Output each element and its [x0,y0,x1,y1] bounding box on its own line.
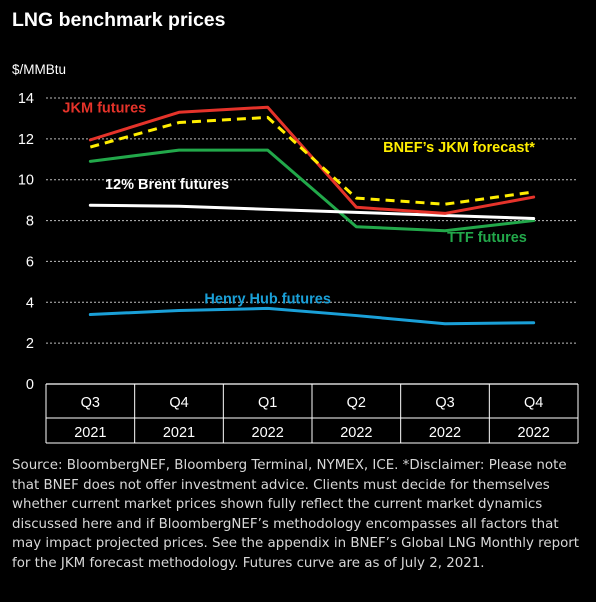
series-label-bnef-s-jkm-forecast: BNEF’s JKM forecast* [383,140,535,156]
y-tick-label: 8 [26,214,34,230]
y-tick-label: 2 [26,336,34,352]
x-tick-label-quarter: Q3 [435,395,454,411]
series-label-ttf-futures: TTF futures [447,230,527,246]
y-tick-label: 12 [18,132,34,148]
chart-title: LNG benchmark prices [12,9,226,31]
series-line-bnef-s-jkm-forecast [89,115,534,206]
y-tick-label: 10 [18,173,34,189]
series-label-henry-hub-futures: Henry Hub futures [204,291,331,307]
y-tick-label: 14 [18,91,34,107]
x-tick-label-year: 2022 [340,425,372,441]
x-tick-label-year: 2022 [429,425,461,441]
x-tick-label-quarter: Q4 [169,395,188,411]
series-label-jkm-futures: JKM futures [62,100,146,116]
x-tick-label-year: 2022 [518,425,550,441]
series-line-jkm-futures [88,105,536,215]
series-line-henry-hub-futures [88,306,536,326]
series-line-ttf-futures [88,148,536,233]
x-tick-label-quarter: Q1 [258,395,277,411]
series-label-12-brent-futures: 12% Brent futures [105,177,229,193]
y-tick-label: 6 [26,254,34,270]
x-tick-label-quarter: Q2 [347,395,366,411]
x-tick-label-quarter: Q3 [81,395,100,411]
y-tick-label: 0 [26,377,34,393]
x-tick-label-year: 2021 [163,425,195,441]
y-tick-label: 4 [26,295,34,311]
series-line-12-brent-futures [88,203,536,221]
y-axis-unit: $/MMBtu [12,62,67,77]
x-tick-label-year: 2022 [252,425,284,441]
x-tick-label-quarter: Q4 [524,395,543,411]
x-tick-label-year: 2021 [74,425,106,441]
line-chart: 0 2 4 6 8 10 12 14 Q3 2021 Q4 2021 Q1 2022 Q2 2022 Q3 202… [18,91,579,444]
source-note: Source: BloombergNEF, Bloomberg Terminal… [12,458,580,571]
